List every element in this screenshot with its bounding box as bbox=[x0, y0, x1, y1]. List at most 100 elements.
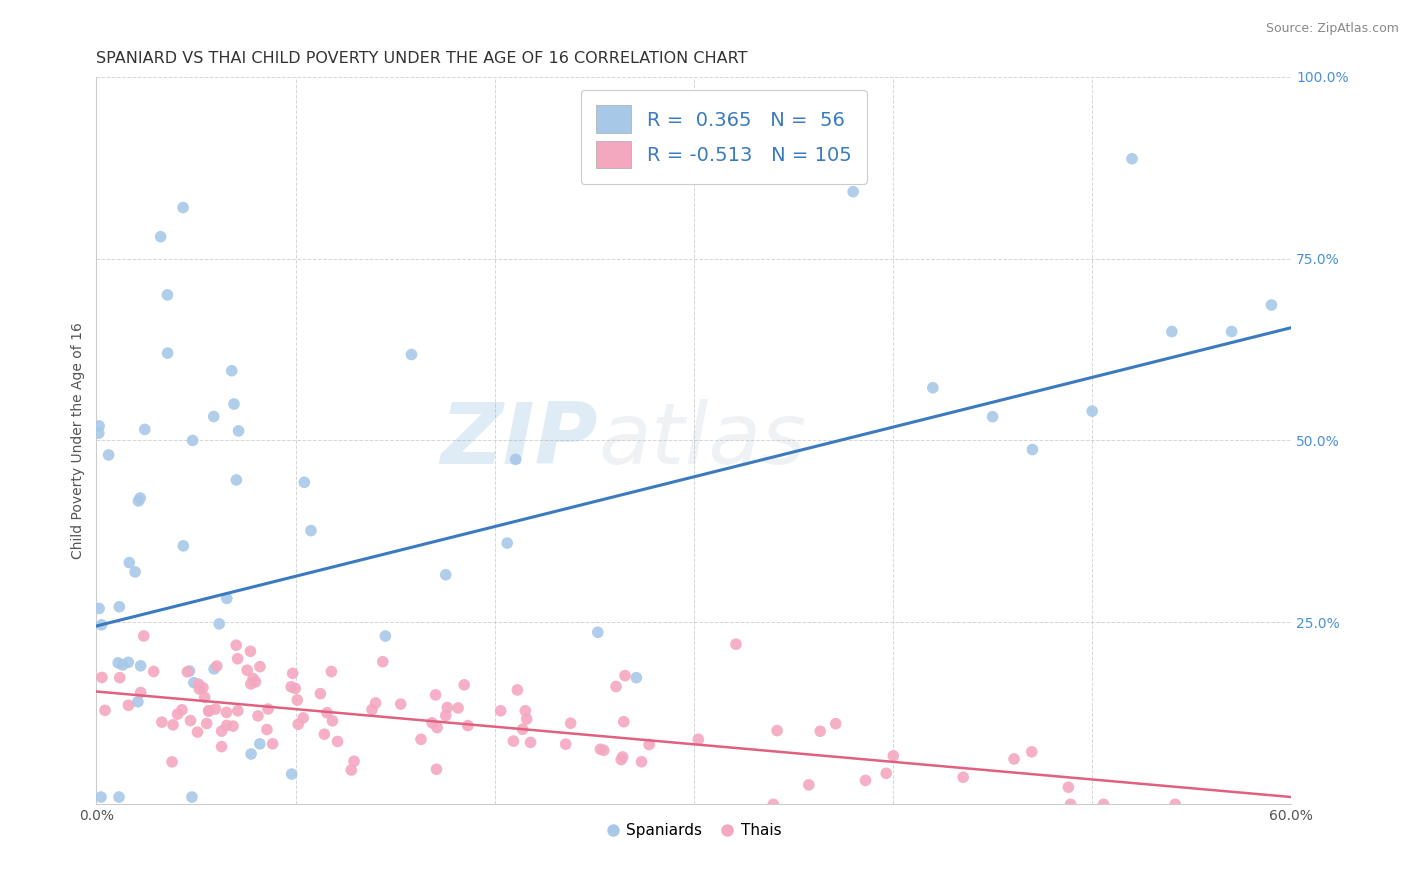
Point bbox=[149, 229, 172, 244]
Point bbox=[284, 681, 307, 696]
Point bbox=[172, 201, 194, 215]
Text: SPANIARD VS THAI CHILD POVERTY UNDER THE AGE OF 16 CORRELATION CHART: SPANIARD VS THAI CHILD POVERTY UNDER THE… bbox=[97, 51, 748, 66]
Point bbox=[285, 693, 308, 707]
Point bbox=[87, 426, 110, 441]
Point bbox=[211, 739, 233, 754]
Point bbox=[179, 664, 201, 678]
Point bbox=[321, 714, 343, 728]
Point bbox=[170, 703, 193, 717]
Point bbox=[855, 773, 877, 788]
Point bbox=[409, 732, 432, 747]
Point bbox=[117, 698, 139, 713]
Point bbox=[150, 715, 173, 730]
Point bbox=[512, 723, 534, 737]
Point bbox=[592, 743, 614, 757]
Point bbox=[108, 599, 131, 614]
Point bbox=[506, 683, 529, 698]
Point bbox=[626, 671, 648, 685]
Point bbox=[211, 724, 233, 739]
Point bbox=[129, 658, 152, 673]
Point bbox=[142, 665, 165, 679]
Point bbox=[434, 708, 457, 723]
Point bbox=[299, 524, 322, 538]
Point bbox=[222, 719, 245, 733]
Point bbox=[688, 732, 710, 747]
Point bbox=[208, 616, 231, 631]
Point bbox=[108, 790, 131, 805]
Point bbox=[225, 638, 247, 652]
Point bbox=[166, 707, 188, 722]
Point bbox=[239, 677, 262, 691]
Point bbox=[160, 755, 183, 769]
Point bbox=[797, 778, 820, 792]
Point bbox=[242, 672, 264, 686]
Y-axis label: Child Poverty Under the Age of 16: Child Poverty Under the Age of 16 bbox=[72, 322, 86, 559]
Point bbox=[132, 629, 155, 643]
Point bbox=[1160, 325, 1182, 339]
Point bbox=[605, 680, 627, 694]
Text: ZIP: ZIP bbox=[440, 399, 598, 482]
Point bbox=[262, 737, 284, 751]
Point bbox=[236, 663, 259, 677]
Point bbox=[111, 657, 134, 672]
Point bbox=[194, 690, 217, 705]
Point bbox=[1220, 325, 1243, 339]
Point bbox=[287, 717, 309, 731]
Point bbox=[586, 625, 609, 640]
Point bbox=[202, 662, 225, 676]
Point bbox=[172, 539, 194, 553]
Point bbox=[239, 644, 262, 658]
Point bbox=[191, 681, 214, 695]
Point bbox=[226, 652, 249, 666]
Point bbox=[162, 718, 184, 732]
Point bbox=[425, 688, 447, 702]
Point bbox=[401, 347, 423, 361]
Point bbox=[280, 680, 302, 694]
Point bbox=[321, 665, 343, 679]
Point bbox=[436, 700, 458, 714]
Point bbox=[496, 536, 519, 550]
Point bbox=[97, 448, 120, 462]
Point bbox=[610, 753, 633, 767]
Point bbox=[225, 473, 247, 487]
Point bbox=[842, 185, 865, 199]
Point bbox=[215, 591, 238, 606]
Point bbox=[420, 715, 443, 730]
Point bbox=[505, 452, 527, 467]
Point bbox=[724, 637, 747, 651]
Point bbox=[183, 675, 205, 690]
Text: Source: ZipAtlas.com: Source: ZipAtlas.com bbox=[1265, 22, 1399, 36]
Point bbox=[425, 762, 447, 776]
Point bbox=[108, 671, 131, 685]
Point bbox=[127, 695, 149, 709]
Point bbox=[249, 737, 271, 751]
Point bbox=[197, 704, 219, 718]
Point bbox=[292, 475, 315, 490]
Point bbox=[1002, 752, 1025, 766]
Point bbox=[875, 766, 897, 780]
Point bbox=[222, 397, 245, 411]
Point bbox=[221, 364, 243, 378]
Point bbox=[371, 655, 394, 669]
Point bbox=[127, 494, 149, 508]
Point bbox=[374, 629, 396, 643]
Point bbox=[91, 670, 114, 684]
Text: atlas: atlas bbox=[598, 399, 806, 482]
Point bbox=[447, 701, 470, 715]
Point bbox=[90, 617, 112, 632]
Point bbox=[1092, 797, 1115, 812]
Point bbox=[246, 709, 269, 723]
Point bbox=[187, 677, 209, 691]
Point bbox=[281, 666, 304, 681]
Point bbox=[1081, 404, 1104, 418]
Point bbox=[326, 734, 349, 748]
Point bbox=[613, 714, 636, 729]
Point bbox=[129, 491, 152, 505]
Point bbox=[124, 565, 146, 579]
Point bbox=[1164, 797, 1187, 812]
Point bbox=[560, 716, 582, 731]
Point bbox=[766, 723, 789, 738]
Point bbox=[249, 659, 271, 673]
Point bbox=[457, 718, 479, 732]
Point bbox=[434, 567, 457, 582]
